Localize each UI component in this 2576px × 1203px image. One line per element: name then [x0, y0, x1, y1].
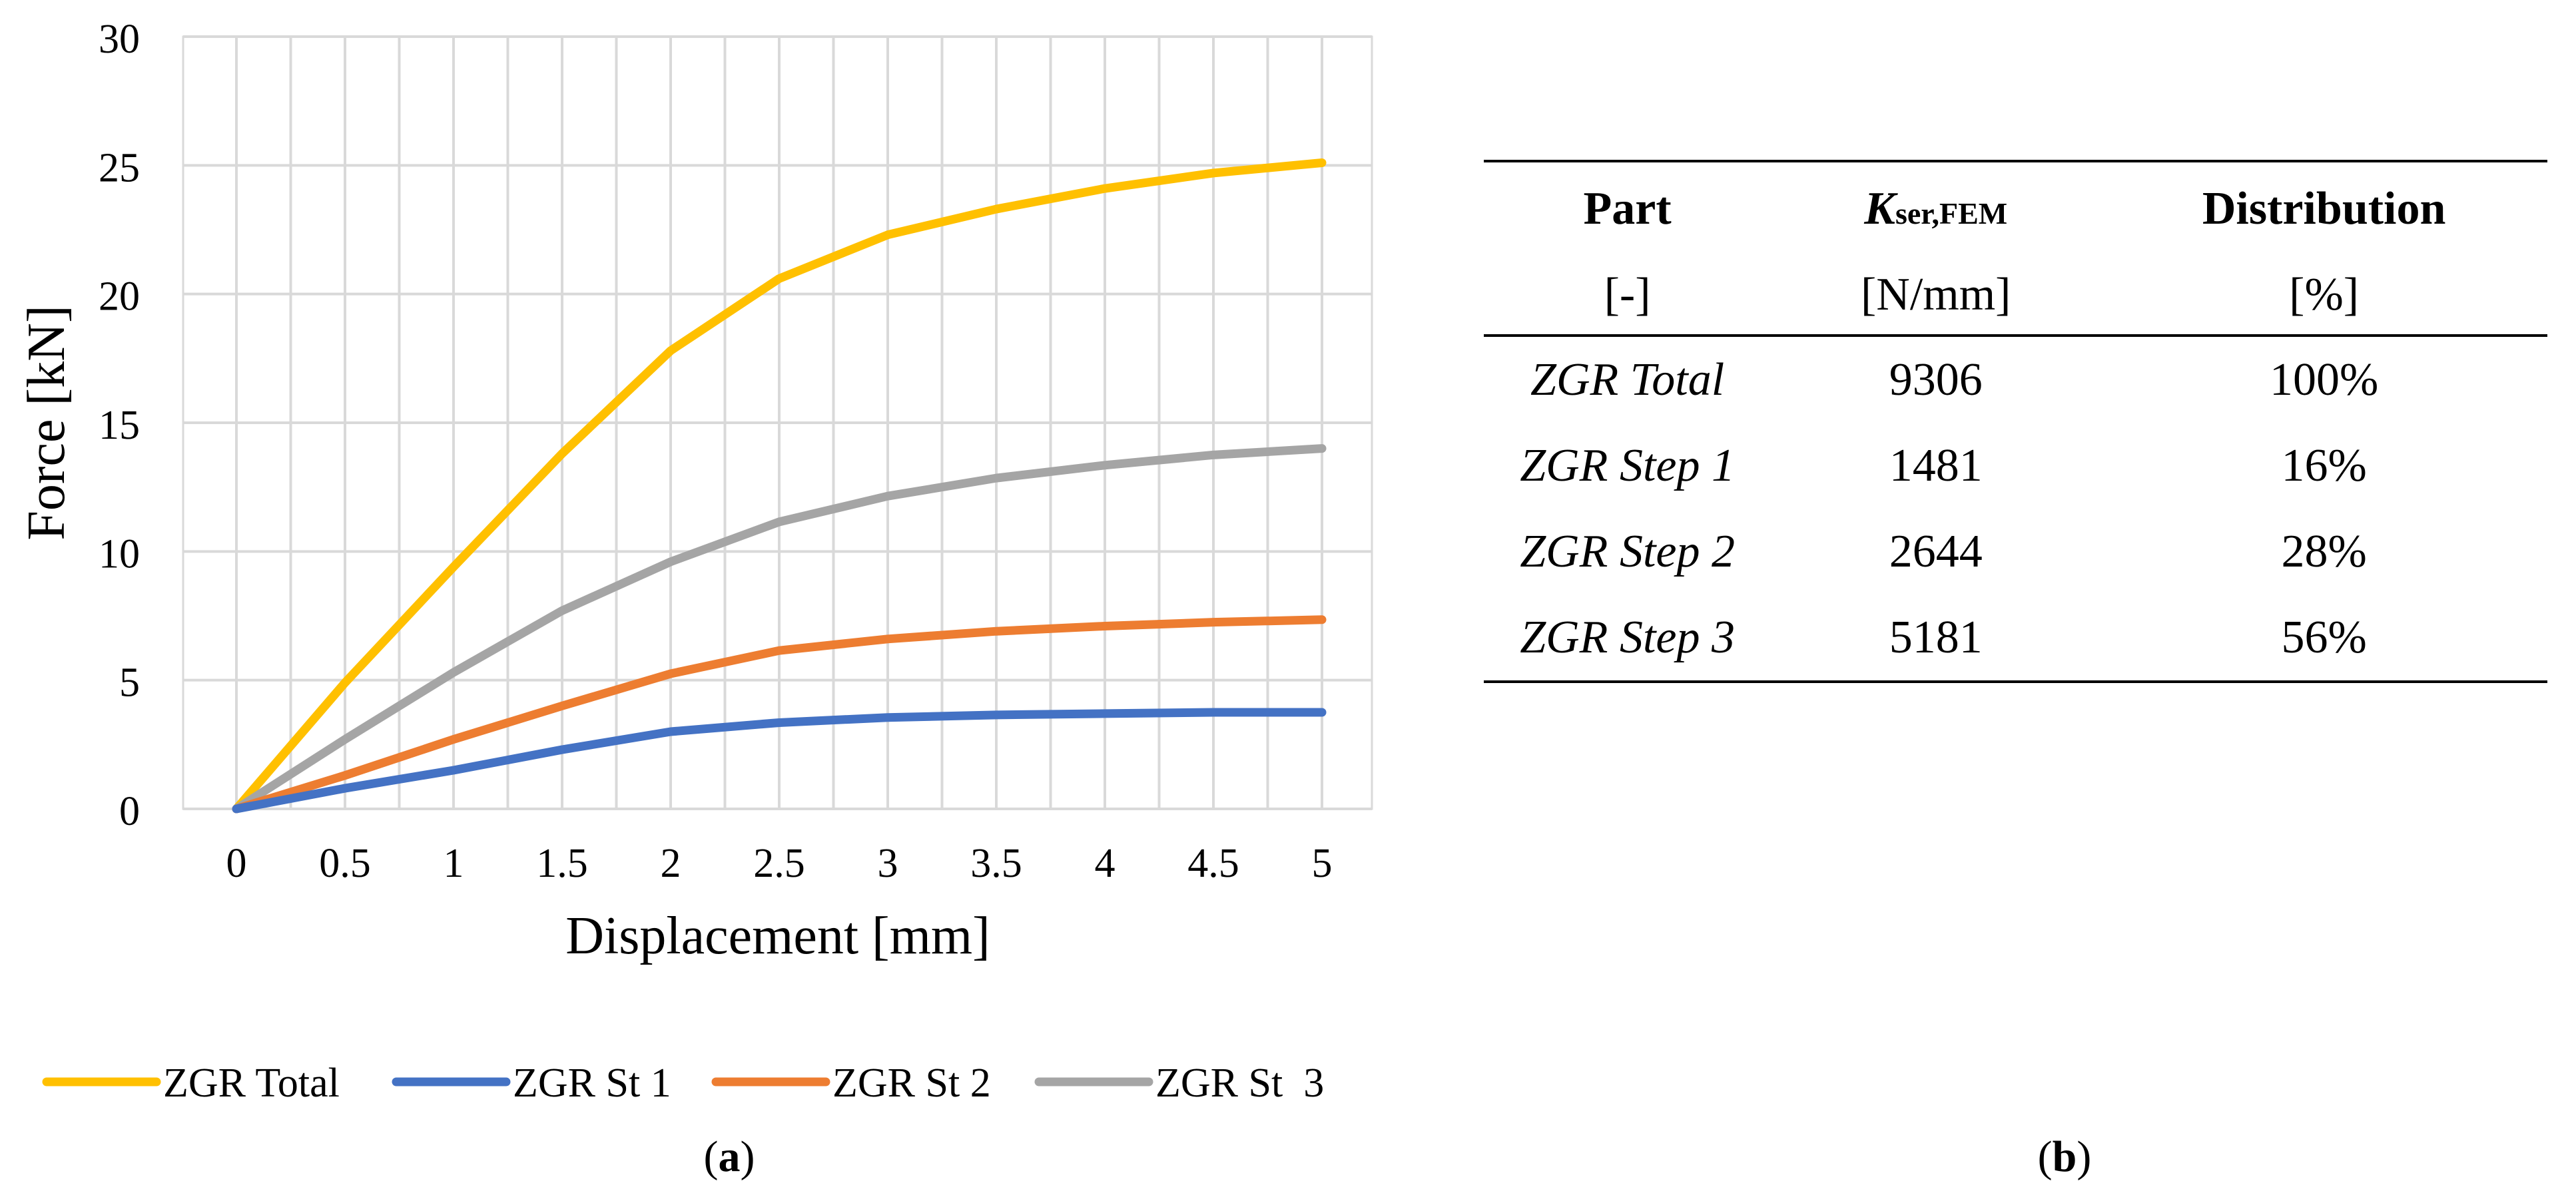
legend-label: ZGR St 3 — [1155, 1061, 1324, 1106]
table-row: ZGR Step 2 2644 28% — [1484, 509, 2547, 595]
x-axis-title: Displacement [mm] — [565, 907, 990, 965]
stiffness-table-container: Part Kser,FEM Distribution [-] [N/mm] [%… — [1484, 160, 2547, 683]
table-row: ZGR Step 1 1481 16% — [1484, 423, 2547, 509]
row-k: 1481 — [1889, 439, 1983, 491]
x-tick-label: 3 — [878, 841, 898, 886]
table-header-row: Part Kser,FEM Distribution — [1484, 160, 2547, 256]
legend-label: ZGR Total — [163, 1061, 340, 1106]
row-distribution: 100% — [2269, 354, 2379, 405]
y-tick-label: 10 — [99, 531, 140, 577]
unit-k: [N/mm] — [1771, 256, 2101, 337]
x-tick-label: 2 — [661, 841, 681, 886]
caption-a-letter: a — [718, 1132, 741, 1181]
y-tick-label: 30 — [99, 17, 140, 62]
unit-part: [-] — [1484, 256, 1771, 337]
header-part: Part — [1484, 160, 1771, 256]
row-k: 2644 — [1889, 525, 1983, 577]
y-axis-title: Force [kN] — [17, 305, 76, 540]
stiffness-distribution-table: Part Kser,FEM Distribution [-] [N/mm] [%… — [1484, 160, 2547, 683]
x-tick-label: 1.5 — [536, 841, 588, 886]
legend-label: ZGR St 2 — [832, 1061, 991, 1106]
caption-b-open: ( — [2037, 1132, 2053, 1181]
table-row: ZGR Total 9306 100% — [1484, 336, 2547, 423]
row-distribution: 16% — [2281, 439, 2367, 491]
caption-b-close: ) — [2077, 1132, 2092, 1181]
row-k: 5181 — [1771, 595, 2101, 683]
gridlines — [183, 35, 1372, 810]
x-tick-label: 4.5 — [1187, 841, 1239, 886]
header-k-subscript: ser,FEM — [1895, 196, 2008, 230]
x-tick-label: 0 — [226, 841, 247, 886]
legend-label: ZGR St 1 — [513, 1061, 671, 1106]
x-tick-label: 4 — [1095, 841, 1116, 886]
row-part: ZGR Total — [1530, 354, 1725, 405]
panel-caption-a: (a) — [663, 1132, 796, 1182]
x-tick-label: 5 — [1312, 841, 1333, 886]
row-part: ZGR Step 1 — [1520, 439, 1735, 491]
row-distribution: 28% — [2281, 525, 2367, 577]
row-part: ZGR Step 3 — [1484, 595, 1771, 683]
y-tick-label: 0 — [119, 789, 140, 834]
tick-labels: 0 5 10 15 20 25 30 0 0.5 1 1.5 2 2.5 3 3.5 4 4.5 5 — [99, 17, 1333, 886]
series-line-zgr-st-1 — [232, 708, 1327, 814]
unit-distribution: [%] — [2100, 256, 2547, 337]
panel-caption-b: (b) — [1998, 1132, 2131, 1182]
header-distribution: Distribution — [2100, 160, 2547, 256]
force-displacement-chart: 0 5 10 15 20 25 30 0 0.5 1 1.5 2 2.5 3 3.5 4 4.5 5 Displa… — [17, 17, 1373, 1106]
series-line-zgr-st-3 — [232, 444, 1327, 814]
y-tick-label: 20 — [99, 274, 140, 320]
table-row: ZGR Step 3 5181 56% — [1484, 595, 2547, 683]
caption-a-open: ( — [703, 1132, 719, 1181]
y-tick-label: 15 — [99, 403, 140, 448]
header-k: Kser,FEM — [1771, 160, 2101, 256]
y-tick-label: 25 — [99, 145, 140, 190]
caption-b-letter: b — [2052, 1132, 2077, 1181]
legend: ZGR Total ZGR St 1 ZGR St 2 ZGR St 3 — [42, 1061, 1324, 1106]
series-line-zgr-st-2 — [232, 615, 1327, 814]
series-lines — [232, 158, 1327, 814]
header-k-symbol: K — [1864, 183, 1895, 234]
row-part: ZGR Step 2 — [1520, 525, 1735, 577]
row-k: 9306 — [1889, 354, 1983, 405]
x-tick-label: 2.5 — [753, 841, 805, 886]
x-tick-label: 1 — [444, 841, 464, 886]
y-tick-label: 5 — [119, 660, 140, 706]
table-units-row: [-] [N/mm] [%] — [1484, 256, 2547, 337]
x-tick-label: 3.5 — [970, 841, 1022, 886]
x-tick-label: 0.5 — [319, 841, 371, 886]
series-line-zgr-total — [232, 158, 1327, 814]
row-distribution: 56% — [2100, 595, 2547, 683]
caption-a-close: ) — [740, 1132, 755, 1181]
